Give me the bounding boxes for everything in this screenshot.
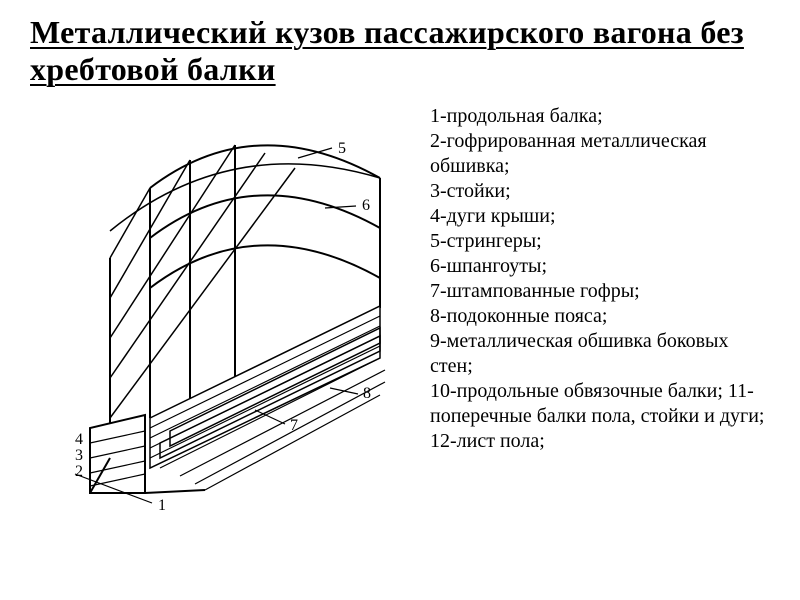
legend-item: 7-штампованные гофры; <box>430 279 770 304</box>
legend-item-text: 9-металлическая обшивка боковых стен; <box>430 330 728 377</box>
legend-item-text: 3-стойки; <box>430 180 511 202</box>
diagram-label: 7 <box>290 417 298 434</box>
legend-item: 12-лист пола; <box>430 429 770 454</box>
wagon-body-diagram: 1 234 5 6 7 8 <box>30 98 410 518</box>
legend-item-text: 7-штампованные гофры; <box>430 280 640 302</box>
legend-item-text: 8-подоконные пояса; <box>430 305 607 327</box>
legend-item: 9-металлическая обшивка боковых стен; <box>430 329 770 379</box>
diagram-label: 1 <box>158 497 166 514</box>
legend-item: 5-стрингеры; <box>430 229 770 254</box>
legend-item: 10-продольные обвязочные балки; 11-попер… <box>430 379 770 429</box>
diagram-label: 6 <box>362 197 370 214</box>
legend-item: 2-гофрированная металлическая обшивка; <box>430 129 770 179</box>
diagram-label: 5 <box>338 140 346 157</box>
legend-item-text: 2-гофрированная металлическая обшивка; <box>430 130 707 177</box>
legend-item: 8-подоконные пояса; <box>430 304 770 329</box>
legend-list: 1-продольная балка; 2-гофрированная метал… <box>430 98 770 454</box>
diagram-label: 3 <box>75 447 83 464</box>
legend-item-text: 10-продольные обвязочные балки; <box>430 380 723 402</box>
diagram-label: 2 <box>75 463 83 480</box>
slide-title: Металлический кузов пассажирского вагона… <box>30 14 770 88</box>
legend-item: 4-дуги крыши; <box>430 204 770 229</box>
legend-item-text: 5-стрингеры; <box>430 230 542 252</box>
legend-item: 6-шпангоуты; <box>430 254 770 279</box>
legend-item-text: 4-дуги крыши; <box>430 205 556 227</box>
diagram-label: 4 <box>75 431 83 448</box>
content-row: 1 234 5 6 7 8 1-продольная балка; 2-гофрирован… <box>30 98 770 518</box>
legend-item: 1-продольная балка; <box>430 104 770 129</box>
slide: Металлический кузов пассажирского вагона… <box>0 0 800 600</box>
legend-item-text: 6-шпангоуты; <box>430 255 547 277</box>
legend-item-text: 1-продольная балка; <box>430 105 603 127</box>
legend-item: 3-стойки; <box>430 179 770 204</box>
legend-item-text: 12-лист пола; <box>430 430 545 452</box>
diagram-label: 8 <box>363 385 371 402</box>
diagram-figure: 1 234 5 6 7 8 <box>30 98 410 518</box>
